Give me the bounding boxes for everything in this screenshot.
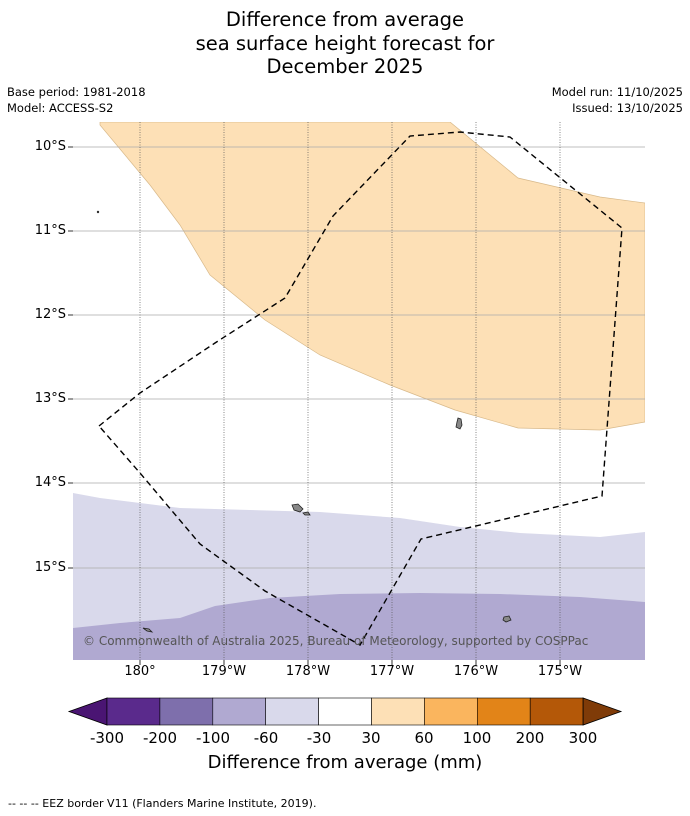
lon-tick-178w: 178°W	[285, 664, 331, 679]
model-text: Model: ACCESS-S2	[7, 101, 114, 115]
islands	[96, 210, 512, 633]
model-run-text: Model run: 11/10/2025	[551, 85, 683, 99]
map-area: © Commonwealth of Australia 2025, Bureau…	[73, 122, 645, 660]
colorbar-segment	[212, 697, 267, 726]
lon-tick-177w: 177°W	[369, 664, 415, 679]
colorbar-label: -200	[142, 729, 178, 747]
issued-text: Issued: 13/10/2025	[572, 101, 683, 115]
lat-tick-10s: 10°S	[34, 139, 66, 154]
colorbar-segment	[265, 697, 319, 726]
colorbar-label: -30	[306, 729, 332, 747]
colorbar-label: -100	[195, 729, 231, 747]
lon-tick-175w: 175°W	[537, 664, 583, 679]
lat-tick-12s: 12°S	[34, 307, 66, 322]
chart-title-line1: Difference from average	[225, 8, 465, 31]
colorbar-label: 30	[361, 729, 381, 747]
colorbar-label: 100	[462, 729, 492, 747]
base-period-text: Base period: 1981-2018	[7, 85, 146, 99]
colorbar-label: -60	[253, 729, 279, 747]
colorbar-segment	[159, 697, 214, 726]
colorbar-label: -300	[89, 729, 125, 747]
colorbar-title: Difference from average (mm)	[207, 752, 483, 773]
chart-title-line2: sea surface height forecast for	[195, 32, 495, 55]
latitude-gridlines	[73, 146, 645, 569]
lat-tick-14s: 14°S	[34, 475, 66, 490]
lon-tick-179w: 179°W	[201, 664, 247, 679]
colorbar-segment	[371, 697, 425, 726]
eez-border	[97, 131, 623, 646]
tick-marks	[68, 146, 561, 665]
eez-footnote: -- -- -- EEZ border V11 (Flanders Marine…	[8, 797, 317, 810]
colorbar-segment	[529, 697, 584, 726]
colorbar-label: 60	[414, 729, 434, 747]
colorbar-segment	[424, 697, 478, 726]
anomaly-region-30-60	[99, 122, 645, 431]
colorbar	[67, 697, 623, 726]
anomaly-region-minus60-minus100	[73, 593, 645, 660]
lat-tick-13s: 13°S	[34, 391, 66, 406]
colorbar-segment	[318, 697, 372, 726]
colorbar-label: 200	[515, 729, 545, 747]
colorbar-extend-high	[582, 697, 623, 726]
colorbar-extend-low	[67, 697, 108, 726]
chart-title-line3: December 2025	[266, 55, 424, 78]
lat-tick-11s: 11°S	[34, 223, 66, 238]
lat-tick-15s: 15°S	[34, 560, 66, 575]
colorbar-label: 300	[568, 729, 598, 747]
lon-tick-180: 180°	[124, 664, 156, 679]
colorbar-segment	[476, 697, 531, 726]
lon-tick-176w: 176°W	[453, 664, 499, 679]
copyright-text: © Commonwealth of Australia 2025, Bureau…	[83, 634, 588, 648]
colorbar-segment	[106, 697, 161, 726]
longitude-gridlines	[139, 122, 561, 660]
